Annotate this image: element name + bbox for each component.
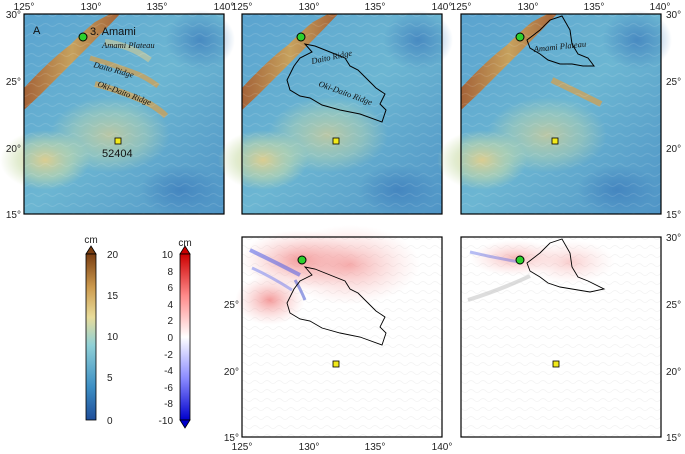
buoy-marker: [114, 137, 122, 145]
colorbar-diff-tick: 4: [167, 300, 173, 311]
colorbar-diff-unit: cm: [178, 238, 191, 249]
lon-tick: 140°: [432, 2, 453, 13]
oki-daito-outline: [286, 43, 387, 123]
lat-tick: 25°: [666, 77, 681, 88]
lon-tick: 125°: [232, 2, 253, 13]
buoy-marker: [332, 360, 340, 368]
colorbar-diff: cm 10 8 6 4 2 0 -2 -4 -6 -8 -10: [159, 238, 192, 429]
lon-axis-top-left: 125° 130° 135° 140°: [14, 2, 235, 13]
lat-tick: 25°: [6, 77, 21, 88]
diff-panel-bottom-right: [460, 236, 662, 438]
lat-tick: 15°: [666, 210, 681, 221]
buoy-label: 52404: [102, 148, 133, 160]
lat-tick: 20°: [224, 367, 239, 378]
panel-letter: A: [33, 25, 41, 37]
lat-tick: 20°: [666, 144, 681, 155]
lon-tick: 130°: [81, 2, 102, 13]
lon-tick: 140°: [214, 2, 235, 13]
oki-daito-outline: [286, 266, 387, 346]
colorbar-depth-tick: 5: [107, 373, 113, 384]
colorbar-diff-tick: -10: [159, 416, 174, 427]
colorbar-depth-tick: 15: [107, 291, 119, 302]
lat-axis-top-left: 30° 25° 20° 15°: [6, 10, 21, 221]
colorbar-diff-tick: -6: [164, 383, 173, 394]
lat-tick: 15°: [6, 210, 21, 221]
lat-tick: 30°: [666, 10, 681, 21]
lon-tick: 135°: [365, 442, 386, 453]
lon-tick: 135°: [365, 2, 386, 13]
station-label: 3. Amami: [90, 26, 136, 38]
colorbar-diff-tick: 6: [167, 283, 173, 294]
lat-tick: 15°: [666, 433, 681, 444]
amami-station-marker: [297, 255, 307, 265]
lon-tick: 125°: [232, 442, 253, 453]
lat-axis-bottom-right: 30° 25° 20° 15°: [666, 233, 681, 444]
amami-plateau-outline: [526, 15, 595, 67]
map-panel-top-left: A 3. Amami Amami Plateau Daito Ridge Oki…: [0, 10, 235, 215]
lon-axis-top-right: 125° 130° 135° 140°: [451, 2, 671, 13]
colorbar-diff-tick: -8: [164, 399, 173, 410]
lon-tick: 135°: [147, 2, 168, 13]
lon-tick: 140°: [650, 2, 671, 13]
lat-tick: 30°: [666, 233, 681, 244]
lon-axis-top-middle: 125° 130° 135° 140°: [232, 2, 453, 13]
buoy-marker: [552, 360, 560, 368]
colorbar-depth: cm 20 15 10 5 0: [84, 235, 118, 427]
colorbar-depth-tick: 10: [107, 332, 119, 343]
lat-tick: 30°: [6, 10, 21, 21]
amami-station-marker: [78, 32, 88, 42]
colorbar-diff-tick: 0: [167, 333, 173, 344]
lat-axis-top-right: 30° 25° 20° 15°: [666, 10, 681, 221]
lat-tick: 15°: [224, 433, 239, 444]
colorbar-depth-tick: 0: [107, 416, 113, 427]
lat-tick: 25°: [666, 300, 681, 311]
lon-tick: 125°: [451, 2, 472, 13]
colorbar-depth-tick: 20: [107, 250, 119, 261]
lon-tick: 125°: [14, 2, 35, 13]
amami-station-marker: [296, 32, 306, 42]
lon-tick: 140°: [432, 442, 453, 453]
amami-station-marker: [515, 32, 525, 42]
buoy-marker: [551, 137, 559, 145]
lon-tick: 135°: [584, 2, 605, 13]
lon-tick: 130°: [518, 2, 539, 13]
lat-axis-bottom-middle: 25° 20° 15°: [224, 300, 239, 444]
lon-tick: 130°: [299, 442, 320, 453]
map-panel-top-middle: Daito Ridge Oki-Daito Ridge: [218, 10, 453, 215]
lon-tick: 130°: [299, 2, 320, 13]
colorbar-depth-unit: cm: [84, 235, 97, 246]
colorbar-diff-tick: 2: [167, 316, 173, 327]
lat-tick: 20°: [666, 367, 681, 378]
diff-panel-bottom-middle: [235, 225, 443, 438]
colorbar-diff-tick: 10: [162, 250, 174, 261]
lat-tick: 25°: [224, 300, 239, 311]
lon-axis-bottom-middle: 125° 130° 135° 140°: [232, 442, 453, 453]
amami-plateau-outline: [526, 238, 606, 293]
colorbar-diff-tick: -2: [164, 350, 173, 361]
map-panel-top-right: Amami Plateau: [437, 10, 672, 215]
amami-plateau-label: Amami Plateau: [101, 40, 155, 50]
amami-station-marker: [515, 255, 525, 265]
buoy-marker: [332, 137, 340, 145]
lat-tick: 20°: [6, 144, 21, 155]
colorbar-diff-tick: -4: [164, 366, 173, 377]
colorbar-diff-tick: 8: [167, 267, 173, 278]
